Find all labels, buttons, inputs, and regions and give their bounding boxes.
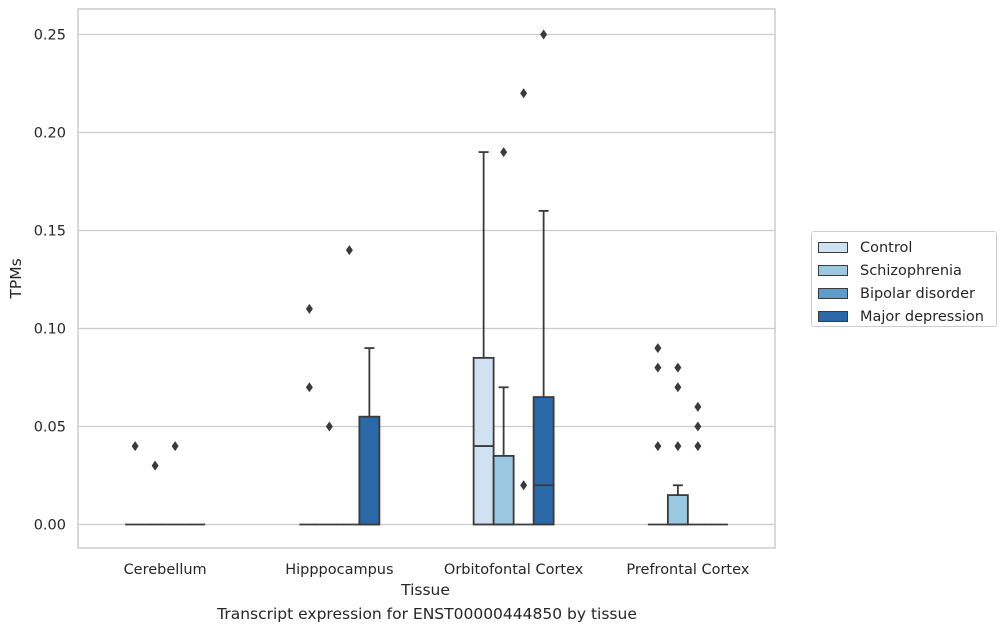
outlier-point xyxy=(540,29,548,40)
legend-item: Schizophrenia xyxy=(818,259,996,282)
x-axis-ticks: Cerebellum Hipppocampus Orbitofontal Corte… xyxy=(124,562,750,578)
outlier-point xyxy=(694,421,702,432)
x-axis-label: Tissue xyxy=(400,581,450,599)
y-tick-label: 0.00 xyxy=(34,517,66,533)
legend-swatch xyxy=(818,311,848,322)
chart-caption: Transcript expression for ENST0000044485… xyxy=(217,605,637,623)
outlier-point xyxy=(305,303,313,314)
outlier-point xyxy=(674,362,682,373)
legend-swatch xyxy=(818,288,848,299)
legend-label: Major depression xyxy=(860,308,984,325)
y-tick-label: 0.20 xyxy=(34,125,66,141)
y-tick-label: 0.05 xyxy=(34,419,66,435)
y-tick-label: 0.10 xyxy=(34,321,66,337)
outlier-point xyxy=(520,480,528,491)
box-group xyxy=(299,245,381,526)
box-group xyxy=(125,441,206,526)
box xyxy=(358,415,381,526)
box xyxy=(492,454,515,526)
legend-label: Bipolar disorder xyxy=(860,285,975,302)
legend-item: Major depression xyxy=(818,305,996,328)
legend: Control Schizophrenia Bipolar disorder Majo… xyxy=(811,231,997,327)
box-group xyxy=(647,343,728,526)
outlier-point xyxy=(305,382,313,393)
outlier-point xyxy=(694,401,702,412)
outlier-point xyxy=(694,441,702,452)
outlier-point xyxy=(654,441,662,452)
y-axis-ticks: 0.00 0.05 0.10 0.15 0.20 0.25 xyxy=(34,27,66,533)
y-axis-label: TPMs xyxy=(7,258,25,299)
box xyxy=(666,494,689,526)
outlier-point xyxy=(151,460,159,471)
outlier-point xyxy=(654,343,662,354)
box xyxy=(472,356,495,526)
box xyxy=(532,396,555,526)
x-tick-label: Cerebellum xyxy=(124,562,207,578)
outlier-point xyxy=(654,362,662,373)
legend-label: Control xyxy=(860,239,913,256)
outlier-point xyxy=(345,245,353,256)
outlier-point xyxy=(674,382,682,393)
box-groups xyxy=(125,29,728,526)
outlier-point xyxy=(171,441,179,452)
plot-area-frame xyxy=(77,8,776,549)
legend-item: Bipolar disorder xyxy=(818,282,996,305)
legend-swatch xyxy=(818,265,848,276)
legend-swatch xyxy=(818,242,848,253)
outlier-point xyxy=(500,147,508,158)
x-tick-label: Prefrontal Cortex xyxy=(626,562,749,578)
y-tick-label: 0.25 xyxy=(34,27,66,43)
legend-label: Schizophrenia xyxy=(860,262,962,279)
box-group xyxy=(472,29,555,526)
legend-item: Control xyxy=(818,236,996,259)
x-tick-label: Hipppocampus xyxy=(285,562,393,578)
y-tick-label: 0.15 xyxy=(34,223,66,239)
grid-lines xyxy=(78,33,775,526)
outlier-point xyxy=(325,421,333,432)
outlier-point xyxy=(520,88,528,99)
outlier-point xyxy=(674,441,682,452)
outlier-point xyxy=(131,441,139,452)
x-tick-label: Orbitofontal Cortex xyxy=(444,562,584,578)
